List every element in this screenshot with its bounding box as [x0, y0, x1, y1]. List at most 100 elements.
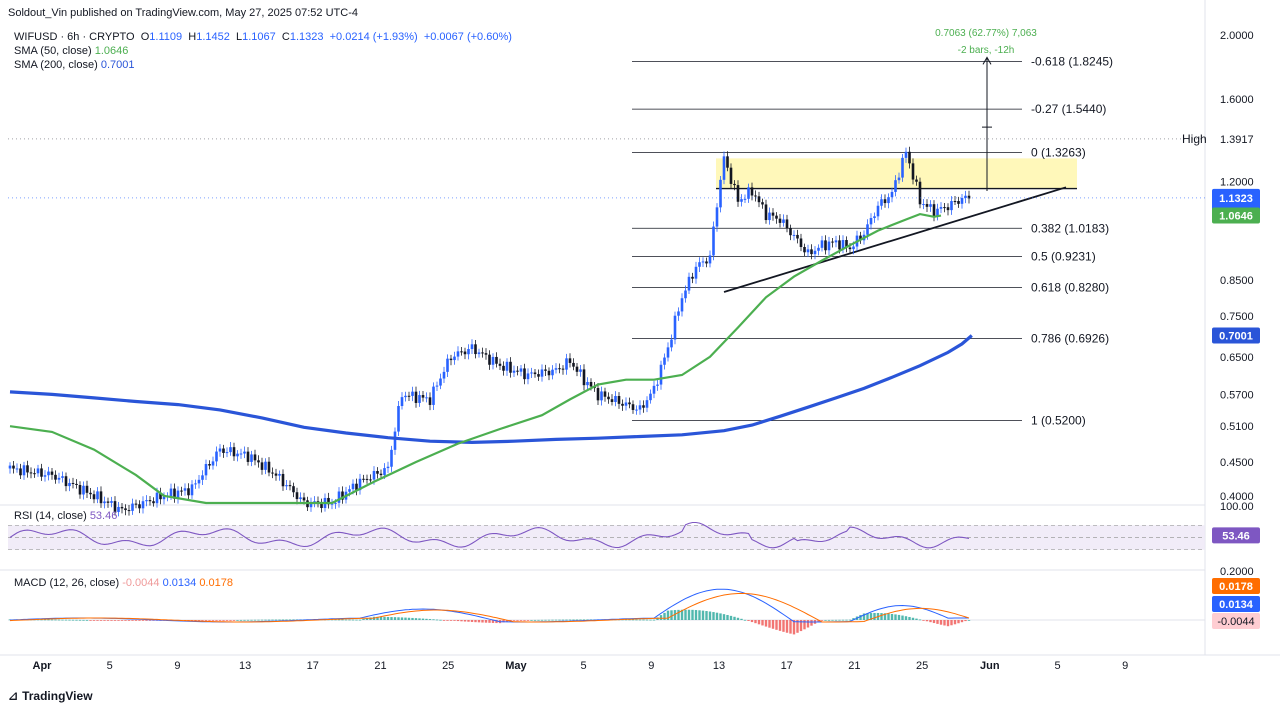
candle-body	[848, 247, 852, 250]
macd-histogram-bar	[894, 614, 897, 620]
candle-body	[40, 468, 43, 477]
candle-body	[208, 464, 211, 466]
candle-body	[337, 491, 341, 503]
macd-histogram-bar	[845, 619, 848, 621]
candle-body	[19, 468, 22, 476]
macd-histogram-bar	[414, 618, 418, 620]
candle-body	[673, 315, 677, 340]
candle-body	[232, 447, 236, 457]
candle-body	[600, 391, 603, 401]
symbol-label: WIFUSD · 6h · CRYPTO	[14, 31, 135, 43]
candle-body	[446, 358, 449, 372]
macd-histogram-bar	[239, 619, 243, 621]
macd-histogram-bar	[747, 620, 750, 621]
macd-histogram-bar	[64, 619, 68, 621]
macd-histogram-bar	[334, 619, 337, 621]
macd-histogram-bar	[355, 619, 358, 621]
macd-histogram-bar	[782, 620, 785, 632]
macd-histogram-bar	[285, 619, 288, 621]
macd-histogram-bar	[652, 619, 656, 621]
sma50-line	[9, 212, 942, 505]
candle-body	[288, 485, 292, 487]
candle-body	[950, 201, 953, 211]
macd-histogram-bar	[369, 617, 372, 620]
macd-histogram-bar	[509, 620, 512, 621]
candle-body	[316, 501, 320, 503]
candle-body	[624, 402, 628, 406]
candle-body	[901, 157, 904, 178]
candle-body	[12, 465, 15, 469]
macd-top-tick: 0.2000	[1220, 566, 1254, 578]
macd-histogram-bar	[964, 620, 967, 622]
candle-body	[183, 488, 187, 491]
candle-body	[512, 370, 516, 373]
macd-histogram-bar	[519, 620, 523, 621]
macd-histogram-bar	[96, 620, 99, 621]
macd-histogram-bar	[376, 616, 379, 620]
macd-histogram-bar	[554, 619, 558, 621]
candle-body	[428, 397, 432, 405]
macd-histogram-bar	[390, 617, 393, 620]
candle-body	[390, 449, 393, 467]
candle-body	[701, 261, 705, 263]
macd-histogram-bar	[967, 619, 971, 621]
macd-histogram-bar	[750, 620, 754, 623]
candle-body	[642, 405, 645, 408]
macd-histogram-bar	[873, 612, 876, 620]
candle-body	[488, 354, 491, 365]
candle-body	[341, 491, 344, 500]
candle-body	[610, 399, 614, 402]
candle-body	[218, 448, 222, 452]
candle-body	[15, 468, 19, 470]
candle-body	[491, 356, 495, 365]
signal-line	[9, 592, 970, 623]
candle-body	[750, 187, 754, 196]
sma200-badge	[1212, 327, 1260, 344]
fib-level-label: 0.5 (0.9231)	[1031, 249, 1096, 263]
macd-histogram-bar	[134, 620, 138, 621]
macd-histogram-bar	[442, 620, 446, 621]
macd-histogram-bar	[453, 620, 456, 621]
candle-body	[222, 448, 225, 453]
macd-histogram-bar	[799, 620, 803, 632]
candle-body	[544, 369, 547, 371]
macd-histogram-bar	[264, 619, 267, 621]
candle-body	[309, 502, 313, 508]
candle-body	[918, 181, 922, 205]
candle-body	[813, 250, 817, 255]
macd-histogram-bar	[54, 619, 57, 621]
candle-body	[852, 246, 855, 250]
candle-body	[558, 368, 561, 370]
macd-histogram-bar	[341, 619, 344, 621]
candle-body	[432, 386, 435, 405]
macd-histogram-bar	[194, 620, 197, 621]
candle-body	[614, 395, 617, 402]
candle-body	[747, 187, 750, 199]
candle-body	[96, 491, 99, 500]
candle-body	[274, 473, 278, 476]
x-tick-label: 17	[307, 660, 319, 672]
macd-histogram-bar	[733, 616, 736, 620]
macd-histogram-bar	[950, 620, 953, 626]
macd-histogram-bar	[929, 620, 932, 623]
macd-histogram-bar	[694, 610, 698, 620]
candle-body	[526, 373, 530, 380]
macd-histogram-bar	[432, 619, 435, 621]
candle-body	[141, 501, 145, 509]
candle-body	[964, 195, 967, 198]
macd-legend: MACD (12, 26, close) -0.0044 0.0134 0.01…	[14, 577, 233, 589]
macd-histogram-bar	[103, 620, 106, 621]
last-price-value: 1.1323	[1219, 193, 1253, 205]
macd-histogram-bar	[393, 617, 397, 620]
macd-histogram-bar	[348, 619, 351, 621]
macd-histogram-bar	[61, 619, 64, 621]
candle-body	[71, 482, 75, 484]
candle-body	[925, 204, 929, 207]
macd-histogram-bar	[512, 620, 516, 621]
candle-body	[421, 395, 425, 398]
macd-histogram-bar	[645, 619, 649, 621]
macd-histogram-bar	[551, 619, 554, 621]
candle-body	[873, 216, 876, 219]
macd-histogram-bar	[687, 609, 691, 620]
